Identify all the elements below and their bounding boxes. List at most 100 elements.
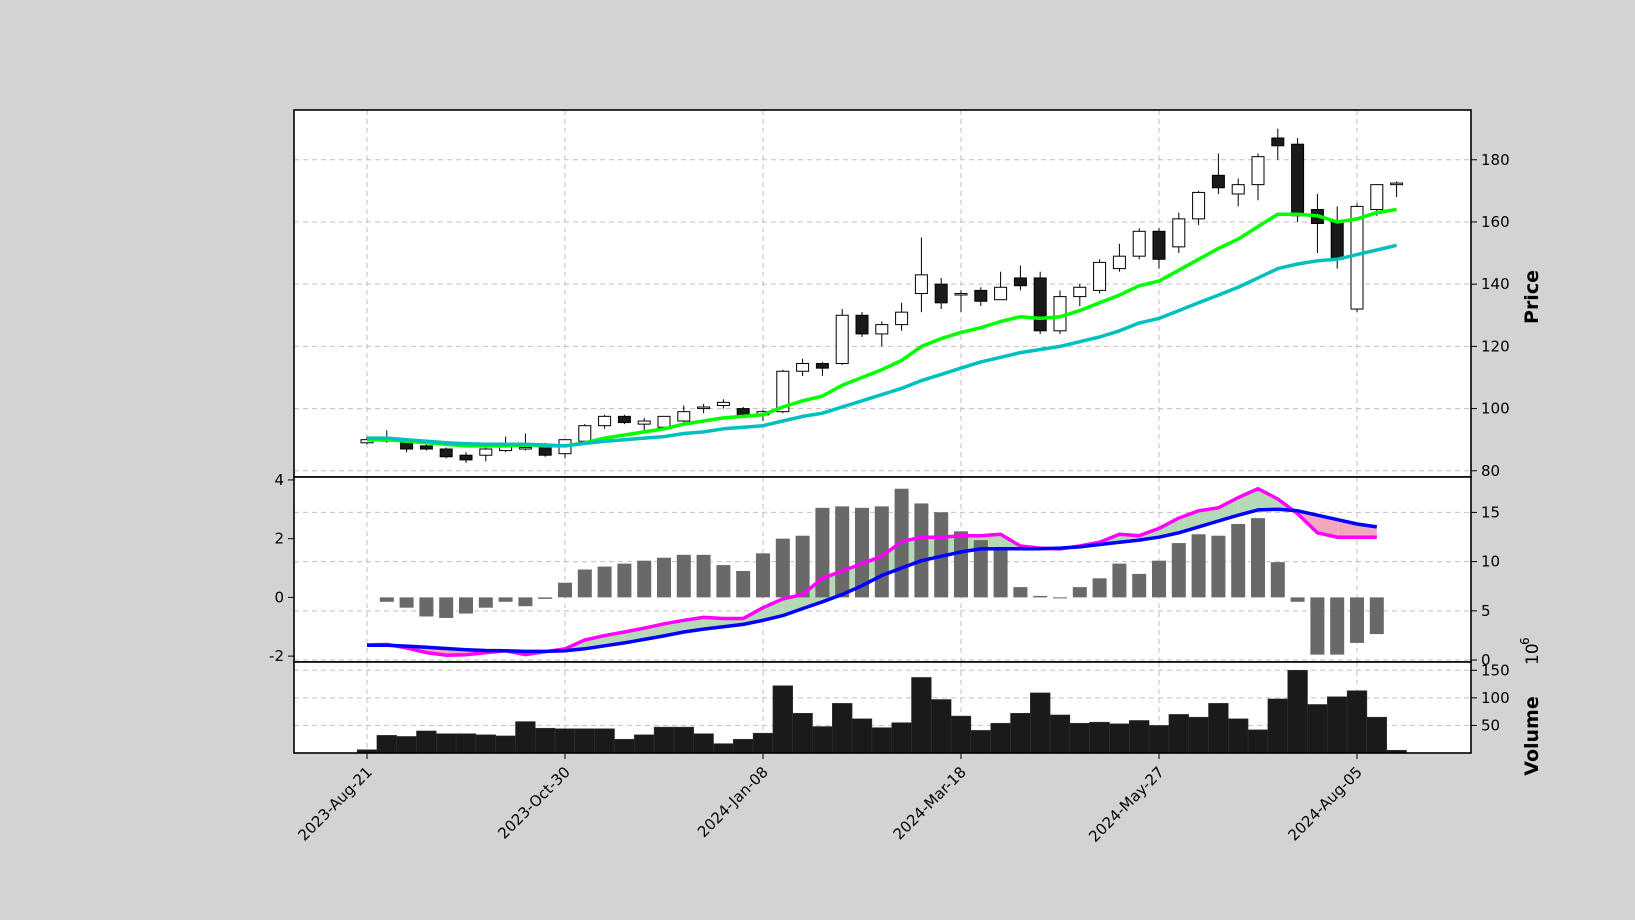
volume-bar [436,733,457,754]
macd-histogram-bar [1132,573,1147,598]
macd-histogram-bar [795,535,810,598]
volume-bar [1148,725,1170,754]
candle-up [914,274,928,295]
macd-tick-label: 2 [274,530,284,548]
volume-bar [1129,720,1150,754]
macd-histogram-bar [736,570,751,598]
macd-histogram-bar [1251,518,1265,598]
macd-signal-fill [1238,488,1258,516]
candle-up [479,448,493,456]
volume-scale-base: 10 [1523,643,1543,665]
volume-bar [891,722,912,754]
macd-right-tick-label: 0 [1481,651,1491,669]
macd-histogram-bar [1152,560,1166,598]
candle-down [1211,174,1225,189]
volume-bar [673,726,694,754]
macd-histogram-bar [1013,587,1028,598]
volume-axis-label: Volume [1521,696,1543,775]
macd-histogram-bar [1290,597,1305,602]
volume-bar [733,738,754,754]
macd-histogram-bar [1330,597,1345,655]
candle-up [1192,191,1206,220]
macd-histogram-bar [498,597,513,602]
candle-down [459,454,473,461]
candle-up [1093,261,1107,291]
price-tick-label: 120 [1481,337,1510,355]
x-tick-label: 2023-Aug-21 [294,763,375,844]
candle-down [1013,277,1027,287]
candle-down [815,362,829,369]
volume-tick-label: 50 [1481,716,1500,734]
candle-up [1370,184,1384,211]
candle-up [1172,218,1186,248]
macd-histogram-bar [855,507,869,598]
candle-down [439,448,453,458]
x-tick-label: 2024-Jan-08 [694,763,772,841]
moving-average-slow [367,243,1398,448]
volume-bar [554,728,576,754]
macd-histogram-bar [835,506,850,598]
volume-bar [693,733,714,754]
macd-panel: -2 0 2 4 0 5 10 15 [269,471,1500,669]
volume-bar [1247,729,1269,754]
macd-histogram-bar [815,507,830,598]
macd-tick-label: -2 [269,647,284,665]
x-tick-label: 2024-May-27 [1085,763,1168,846]
macd-histogram-bar [419,597,434,617]
macd-histogram-bar [1072,587,1087,598]
macd-signal-fill [1317,515,1338,538]
volume-bar [792,713,813,754]
volume-bar [950,715,972,754]
candle-up [1073,286,1087,298]
volume-bar [535,727,556,754]
macd-histogram-bar [637,560,652,598]
macd-histogram-bar [1310,597,1325,655]
candle-up [598,415,612,427]
price-tick-label: 160 [1481,213,1510,231]
volume-bar [713,743,734,754]
macd-tick-label: 4 [274,471,284,489]
macd-histogram-bar [993,548,1008,598]
candle-up [796,362,810,372]
candle-down [1271,137,1285,147]
volume-bar [970,730,991,754]
signal-line [367,507,1378,654]
macd-histogram-bar [1053,597,1067,599]
volume-bar [911,677,932,754]
volume-bar [1287,670,1308,754]
volume-bar [1049,714,1071,754]
candle-down [1330,221,1344,260]
macd-histogram-bar [676,554,691,598]
candle-up [875,324,889,335]
candle-down [974,289,988,302]
macd-histogram-bar [597,566,612,598]
volume-bar [1109,723,1130,754]
volume-bar [752,732,774,754]
candle-up [1132,230,1146,257]
price-tick-label: 80 [1481,462,1500,480]
volume-bar [1069,722,1090,754]
macd-tick-label: 0 [274,588,284,606]
volume-bar [614,738,635,754]
candle-up [835,314,849,364]
candle-up [776,370,790,413]
volume-bar [455,733,477,754]
candle-down [1033,277,1047,332]
volume-bar [1228,718,1249,754]
macd-histogram-bar [1231,523,1246,598]
candle-up [657,415,671,428]
price-panel: 80 100 120 140 160 180 [293,109,1510,480]
macd-histogram-bar [399,597,414,608]
volume-bar [1327,696,1348,754]
volume-bar [574,728,595,754]
macd-line [366,486,1377,657]
macd-histogram-bar [538,597,553,599]
candle-up [1112,255,1126,270]
candle-up [697,406,711,410]
price-tick-label: 140 [1481,275,1510,293]
volume-bar [376,735,397,754]
volume-bar [1030,692,1051,754]
volume-bar [594,728,615,754]
volume-scale-label: 10 6 [1518,637,1543,665]
